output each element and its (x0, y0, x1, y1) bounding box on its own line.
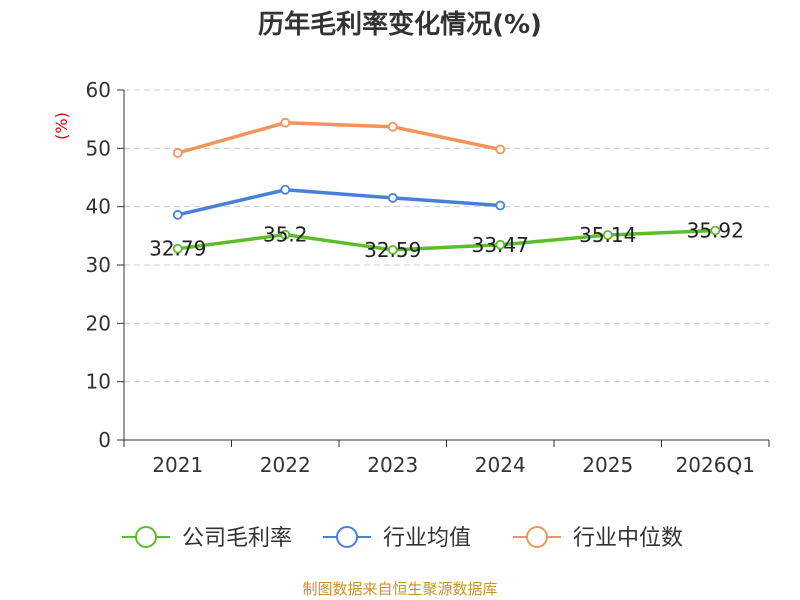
data-point (387, 193, 398, 203)
y-tick-label: 30 (86, 253, 111, 277)
data-point (387, 121, 398, 132)
series-line (176, 188, 503, 217)
y-tick-label: 10 (86, 370, 111, 394)
x-tick-label: 2022 (260, 453, 311, 477)
data-point (280, 184, 291, 195)
legend-label: 行业均值 (383, 526, 471, 551)
x-tick-label: 2023 (367, 453, 418, 477)
data-label: 33.47 (472, 233, 529, 257)
chart-title: 历年毛利率变化情况(%) (258, 9, 542, 40)
data-label: 35.2 (263, 223, 308, 247)
legend-label: 行业中位数 (573, 526, 683, 551)
data-point (602, 230, 613, 240)
data-point (172, 209, 183, 220)
y-tick-label: 0 (98, 428, 111, 452)
data-label: 32.59 (364, 238, 421, 262)
legend-label: 公司毛利率 (182, 526, 292, 551)
data-point (495, 239, 506, 250)
data-point (387, 244, 398, 255)
legend-marker (526, 526, 548, 548)
data-point (280, 117, 291, 128)
data-point (280, 229, 291, 240)
data-label: 32.79 (149, 237, 206, 261)
data-point (495, 144, 506, 155)
data-point (710, 225, 721, 236)
y-tick-label: 40 (86, 195, 111, 219)
data-point (172, 148, 183, 158)
source-note: 制图数据来自恒生聚源数据库 (302, 580, 497, 598)
x-tick-label: 2021 (152, 453, 203, 477)
y-tick-label: 60 (86, 78, 111, 102)
data-point (172, 243, 183, 254)
series-line (176, 120, 503, 155)
y-axis-label: (%) (52, 112, 71, 140)
legend-marker (336, 526, 358, 548)
series-line (176, 228, 718, 252)
legend-marker (135, 526, 157, 548)
x-tick-label: 2026Q1 (676, 453, 755, 477)
data-label: 35.92 (687, 218, 744, 242)
y-tick-label: 50 (86, 136, 111, 160)
x-tick-label: 2025 (582, 453, 633, 477)
data-point (495, 200, 506, 211)
data-label: 35.14 (579, 223, 636, 247)
x-tick-label: 2024 (475, 453, 526, 477)
y-tick-label: 20 (86, 311, 111, 335)
